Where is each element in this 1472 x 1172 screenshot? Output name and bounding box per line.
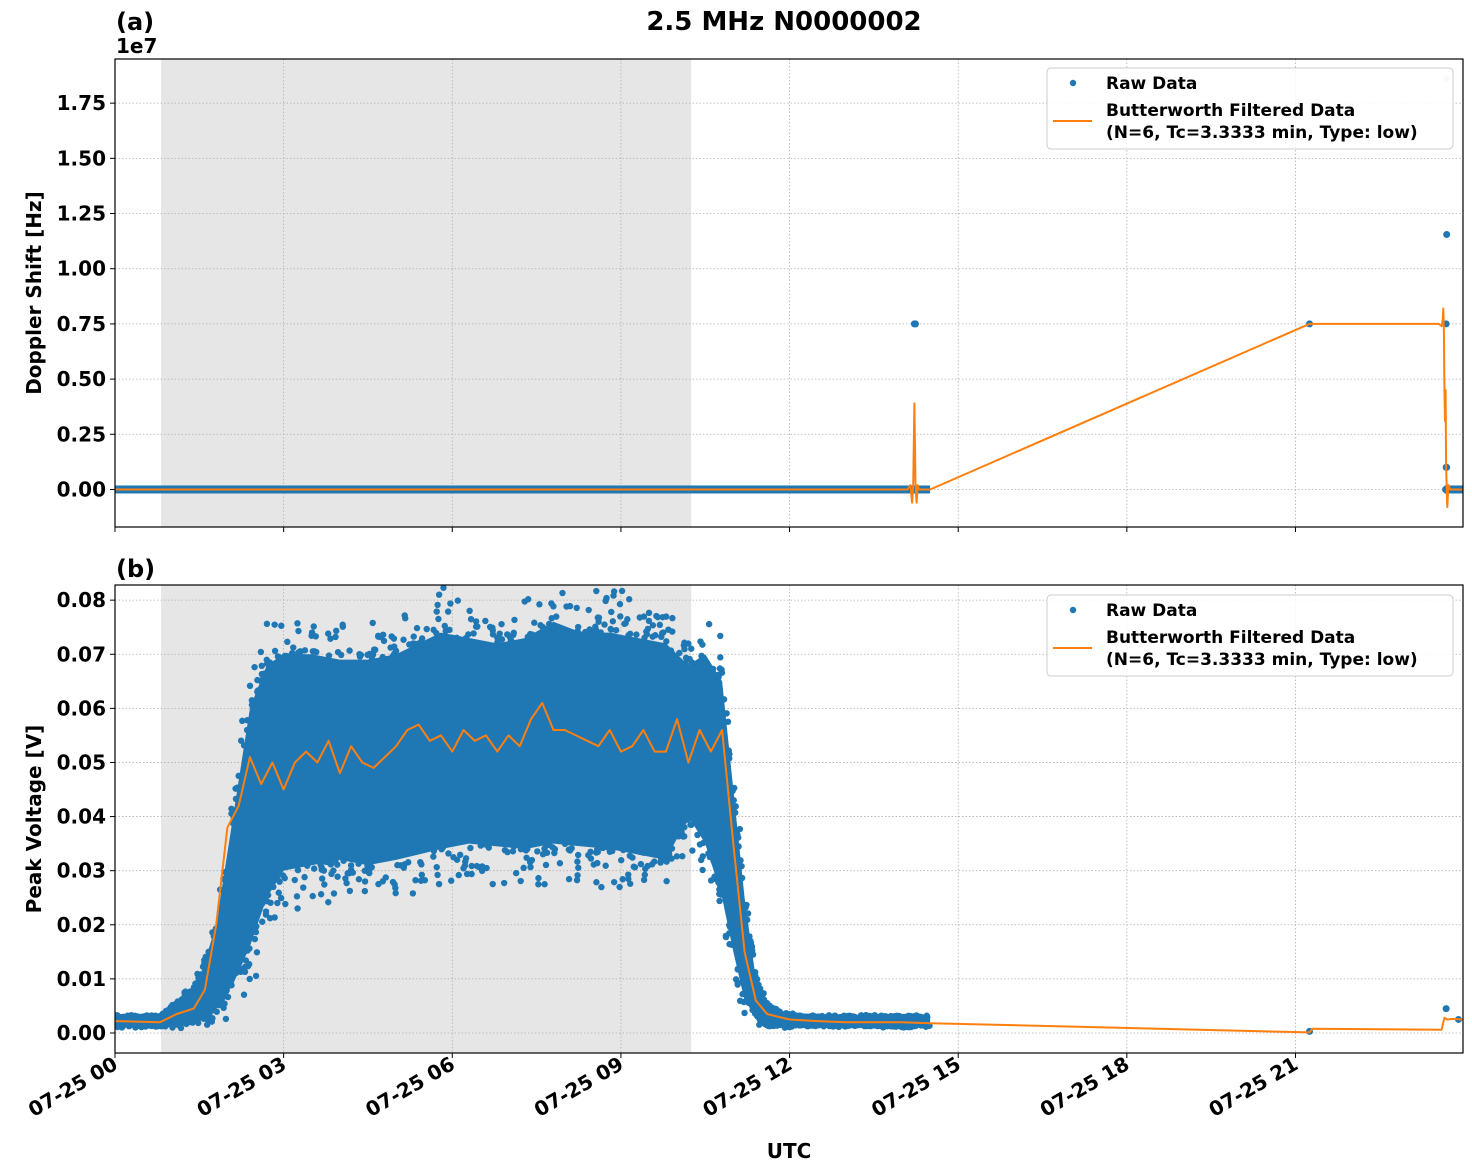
axes-frame (114, 58, 1464, 528)
x-tick-label: 07-25 06 (361, 1052, 459, 1122)
y-tick-label: 1.75 (57, 91, 106, 115)
y-tick-label: 0.25 (57, 422, 106, 446)
y-tick-label: 0.02 (57, 913, 106, 937)
x-tick-label: 07-25 21 (1204, 1052, 1302, 1122)
x-axis-tick-labels: 07-25 00 07-25 03 07-25 06 07-25 09 07-25 12… (24, 1052, 1302, 1122)
y-tick-label: 0.75 (57, 312, 106, 336)
y-tick-label: 0.04 (57, 805, 106, 829)
legend-raw-label: Raw Data (1106, 601, 1197, 621)
filtered-data-line (115, 701, 1463, 1034)
x-tick-label: 07-25 18 (1036, 1052, 1134, 1122)
y-tick-label: 0.50 (57, 367, 106, 391)
panel-b-label: (b) (116, 555, 155, 583)
y-tick-label: 1.00 (57, 257, 106, 281)
panel-a-legend: Raw Data Butterworth Filtered Data (N=6,… (1046, 67, 1454, 150)
legend-filtered-label-1: Butterworth Filtered Data (1106, 628, 1355, 648)
legend-frame (1046, 67, 1454, 150)
y-tick-label: 1.50 (57, 146, 106, 170)
y-tick-label: 0.01 (57, 967, 106, 991)
panel-b-ylabel: Peak Voltage [V] (22, 725, 46, 914)
y-tick-label: 0.07 (57, 642, 106, 666)
raw-data-points (115, 585, 1463, 1035)
panel-b-plot-area: 0.00 0.01 0.02 0.03 0.04 0.05 0.06 0.07 0.08 (57, 584, 1464, 1058)
filtered-data-line (115, 307, 1463, 509)
legend-filtered-label-2: (N=6, Tc=3.3333 min, Type: low) (1106, 650, 1418, 670)
panel-a-ylabel: Doppler Shift [Hz] (22, 191, 46, 395)
panel-b-peak-voltage: (b) 0.00 0.01 0.02 0.03 0.04 0.05 0.06 0.07 0.08… (22, 555, 1464, 1058)
y-tick-label: 0.08 (57, 588, 106, 612)
x-tick-label: 07-25 12 (699, 1052, 797, 1122)
raw-data-marker-icon (1069, 79, 1077, 87)
x-axis-label: UTC (767, 1139, 812, 1163)
legend-filtered-label-1: Butterworth Filtered Data (1106, 101, 1355, 121)
x-tick-label: 07-25 09 (530, 1052, 628, 1122)
panel-a-plot-area: 0.00 0.25 0.50 0.75 1.00 1.25 1.50 1.75 (57, 58, 1464, 532)
x-tick-label: 07-25 15 (867, 1052, 965, 1122)
y-offset-text: 1e7 (116, 34, 157, 58)
x-tick-label: 07-25 03 (193, 1052, 291, 1122)
y-tick-label: 0.06 (57, 696, 106, 720)
legend-filtered-label-2: (N=6, Tc=3.3333 min, Type: low) (1106, 123, 1418, 143)
figure-title: 2.5 MHz N0000002 (646, 7, 921, 37)
legend-raw-label: Raw Data (1106, 74, 1197, 94)
y-tick-label: 0.05 (57, 750, 106, 774)
y-tick-label: 0.00 (57, 477, 106, 501)
panel-b-legend: Raw Data Butterworth Filtered Data (N=6,… (1046, 594, 1454, 677)
shaded-span (161, 59, 692, 527)
y-tick-label: 0.03 (57, 859, 106, 883)
y-tick-label: 1.25 (57, 202, 106, 226)
y-tick-label: 0.00 (57, 1021, 106, 1045)
x-tick-label: 07-25 00 (24, 1052, 122, 1122)
panel-a-doppler-shift: (a) 1e7 0.00 0.25 0.50 0.75 1.00 1.25 1.50 1.75… (22, 8, 1464, 532)
panel-a-label: (a) (116, 8, 154, 36)
legend-frame (1046, 594, 1454, 677)
axes-frame (114, 584, 1464, 1054)
raw-data-marker-icon (1069, 606, 1077, 614)
